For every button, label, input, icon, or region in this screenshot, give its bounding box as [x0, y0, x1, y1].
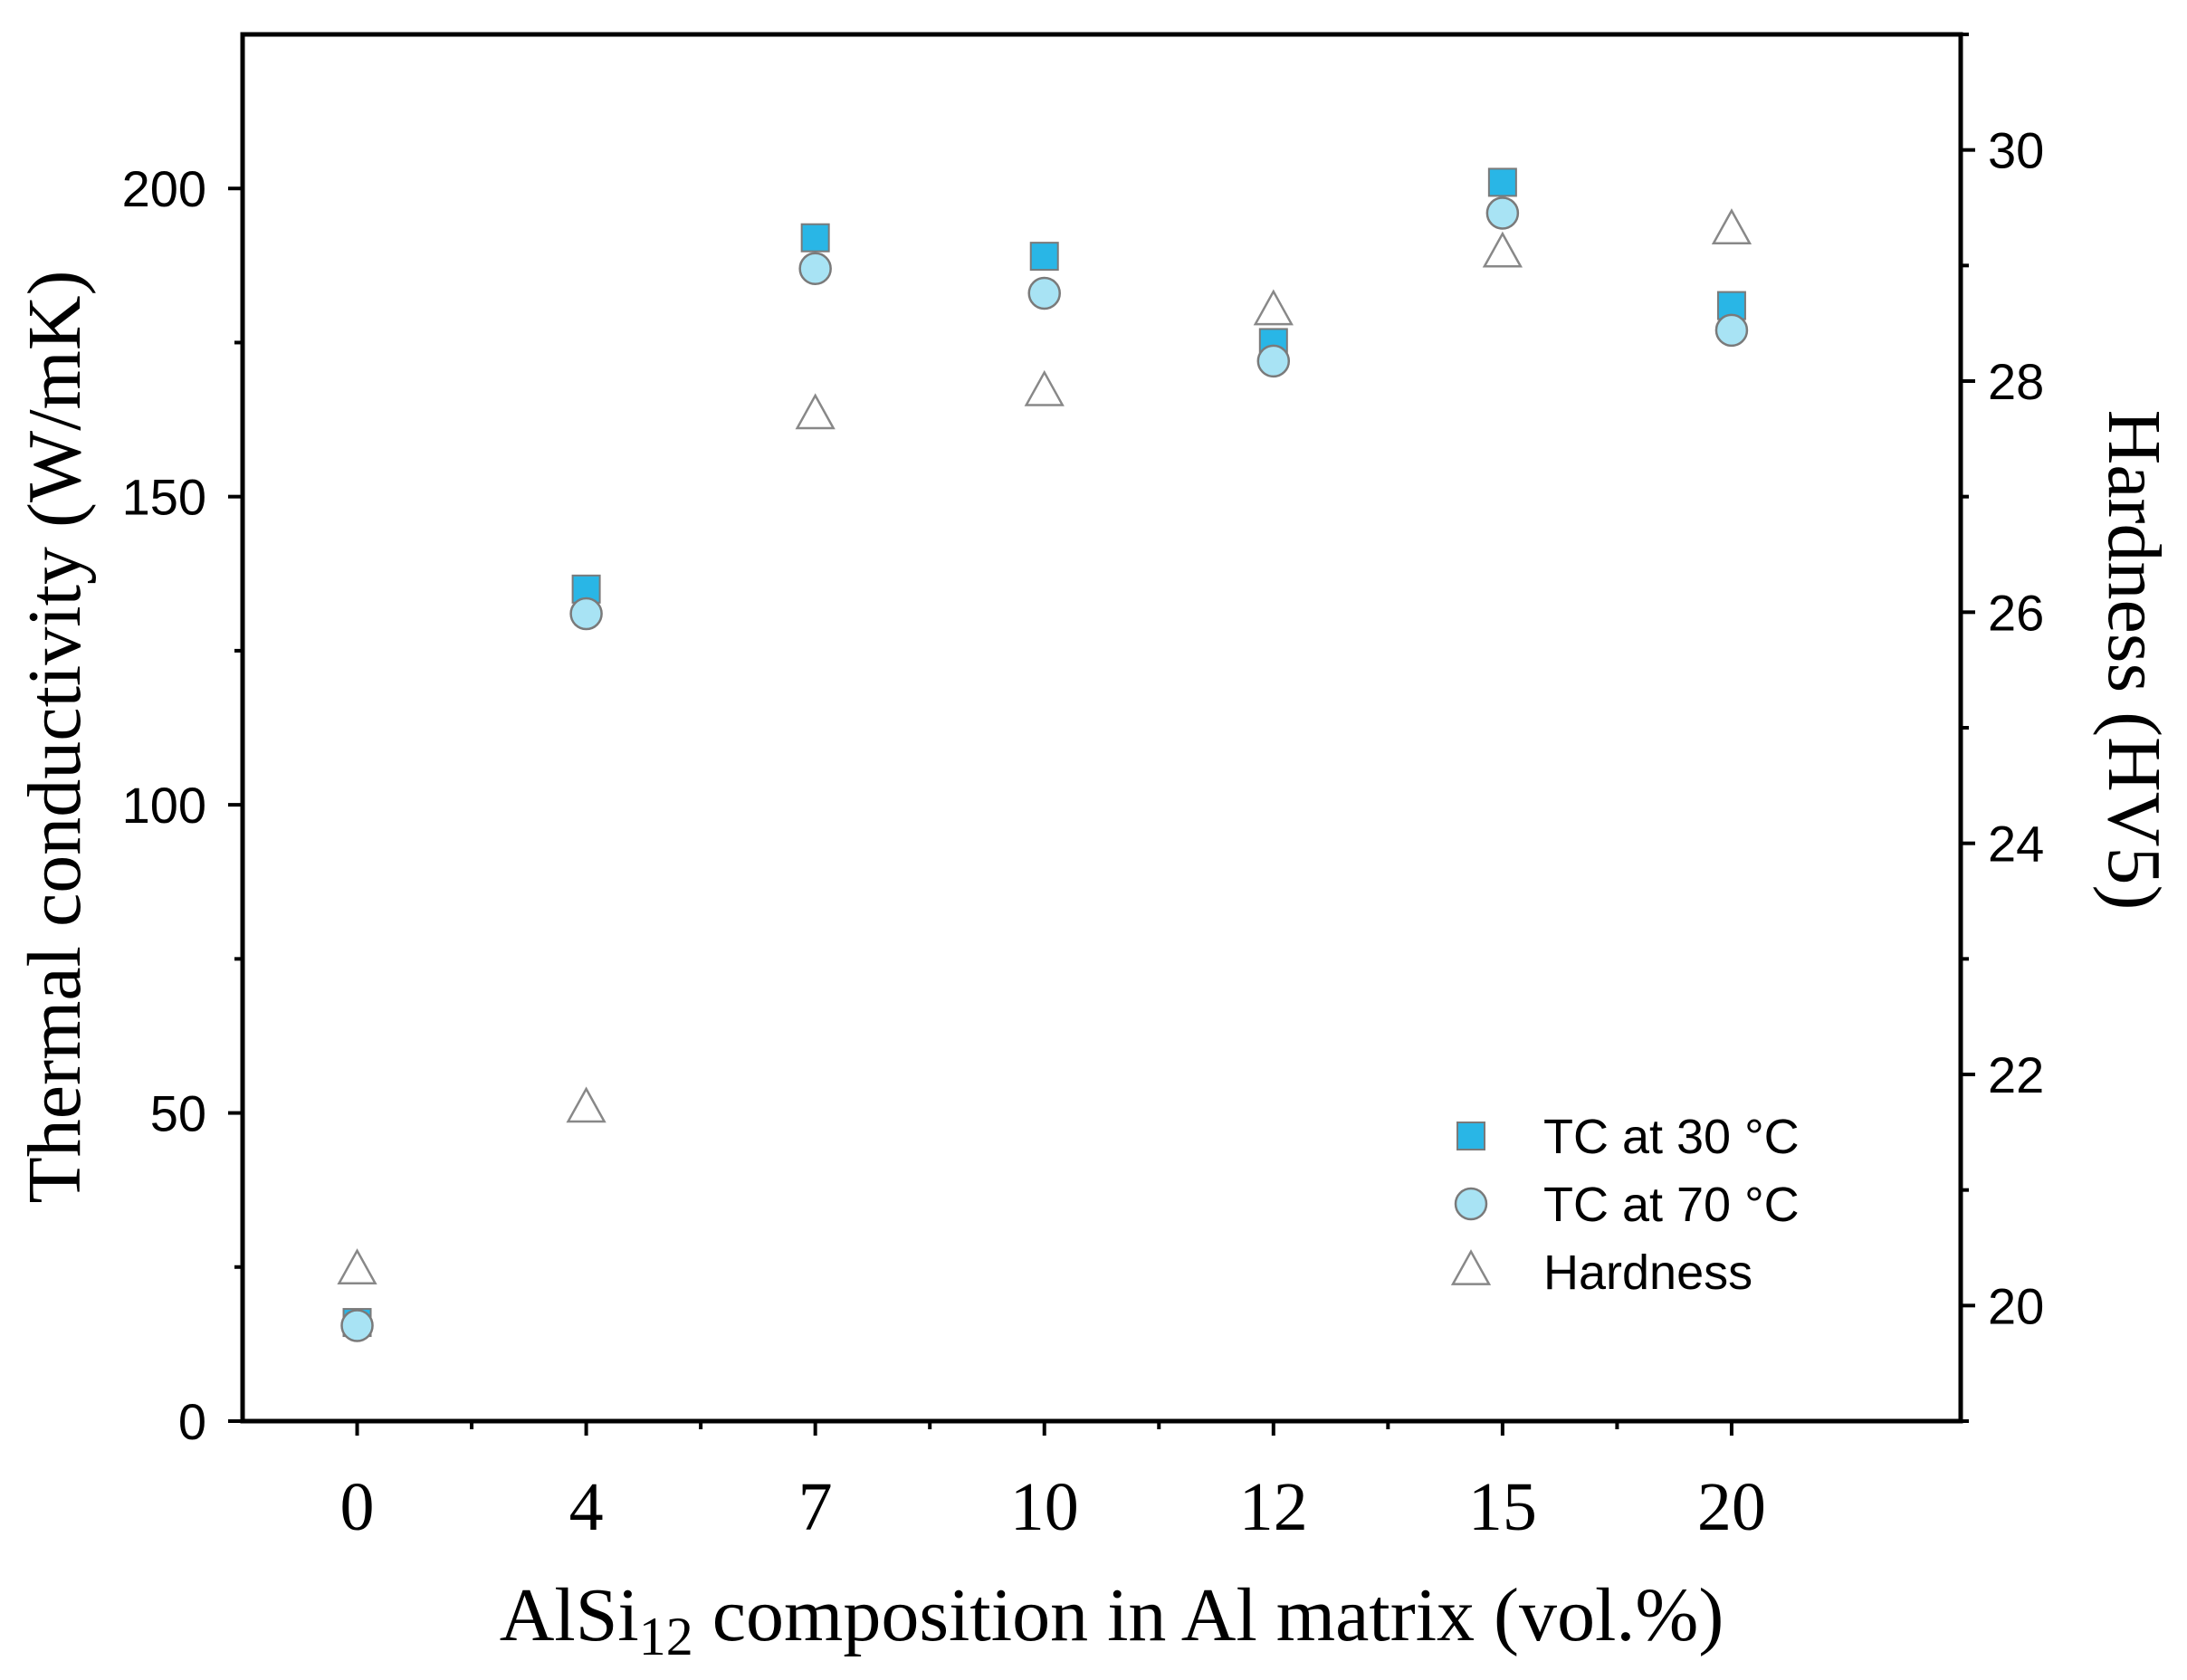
x-axis-title-main: AlSi: [500, 1573, 639, 1657]
x-tick-label: 0: [340, 1469, 375, 1545]
series-circle: [340, 196, 1749, 1342]
data-marks: [337, 167, 1752, 1342]
y-left-tick-label: 0: [178, 1393, 206, 1450]
triangle-point: [1482, 231, 1523, 268]
x-tick-label: 15: [1468, 1469, 1537, 1545]
y-right-tick-label: 20: [1988, 1277, 2044, 1334]
circle-point: [1714, 313, 1749, 348]
series-square: [342, 167, 1746, 1338]
circle-point: [1027, 276, 1061, 310]
y-right-tick-label: 24: [1988, 816, 2044, 873]
x-axis-title-rest: composition in Al matrix (vol.%): [693, 1573, 1724, 1657]
y-left-tick-label: 150: [122, 469, 206, 526]
y-left-tick-label: 50: [150, 1085, 206, 1142]
legend-marker-circle: [1454, 1187, 1488, 1221]
triangle-point: [337, 1248, 377, 1284]
y-left-tick-label: 100: [122, 777, 206, 834]
y-right-tick-label: 26: [1988, 584, 2044, 641]
legend-marker-square: [1456, 1122, 1485, 1150]
circle-point: [798, 252, 832, 285]
y-right-tick-label: 22: [1988, 1046, 2044, 1103]
x-tick-label: 20: [1697, 1469, 1766, 1545]
y-right-tick-label: 28: [1988, 353, 2044, 410]
x-axis-title-subscript: 12: [639, 1607, 693, 1666]
x-tick-label: 7: [798, 1469, 833, 1545]
square-point: [800, 223, 830, 253]
y-left-tick-labels: 0 50 100 150 200: [122, 160, 206, 1450]
legend-marker-triangle: [1450, 1249, 1492, 1285]
triangle-point: [1253, 289, 1294, 326]
legend-label: TC at 30 °C: [1543, 1110, 1800, 1164]
triangle-point: [566, 1086, 606, 1123]
legend-label: TC at 70 °C: [1543, 1178, 1800, 1232]
x-tick-label: 4: [569, 1469, 604, 1545]
circle-point: [1485, 196, 1520, 230]
circle-point: [569, 597, 603, 631]
triangle-point: [795, 393, 836, 430]
legend-label: Hardness: [1543, 1246, 1752, 1300]
circle-point: [340, 1309, 374, 1342]
y-axis-left-title: Thermal conductivity (W/mK): [13, 270, 97, 1203]
triangle-point: [1711, 208, 1752, 244]
ticks-layer: [228, 33, 1975, 1436]
y-axis-right-title: Hardness (HV5): [2092, 410, 2176, 911]
x-tick-label: 12: [1239, 1469, 1308, 1545]
legend: TC at 30 °C TC at 70 °C Hardness: [1450, 1110, 1800, 1300]
x-axis-title: AlSi12 composition in Al matrix (vol.%): [500, 1573, 1724, 1666]
y-left-tick-label: 200: [122, 160, 206, 217]
x-tick-label: 10: [1010, 1469, 1079, 1545]
plot-frame: [240, 32, 1963, 1424]
series-triangle: [337, 208, 1752, 1284]
triangle-point: [1024, 369, 1065, 406]
y-right-tick-labels: 20 22 24 26 28 30: [1988, 122, 2044, 1335]
circle-point: [1256, 344, 1291, 378]
x-tick-labels: 0 4 7 10 12 15 20: [340, 1469, 1766, 1545]
square-point: [1029, 242, 1059, 272]
y-right-tick-label: 30: [1988, 122, 2044, 179]
square-point: [1487, 167, 1517, 197]
